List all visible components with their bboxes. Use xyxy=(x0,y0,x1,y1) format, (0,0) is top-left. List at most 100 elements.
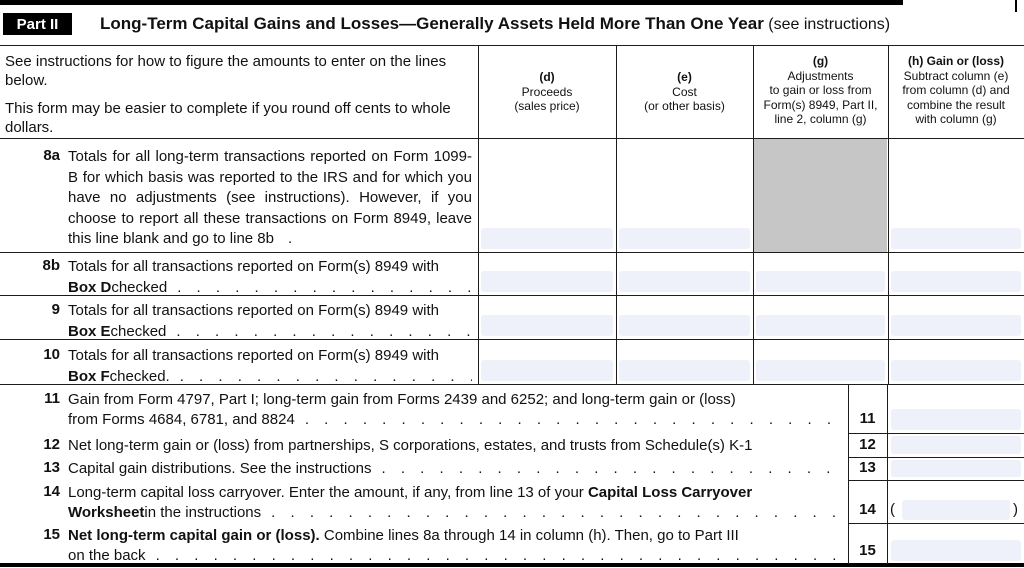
table-border xyxy=(0,339,1024,340)
column-d-line: Proceeds xyxy=(521,84,573,99)
part-ii-badge: Part II xyxy=(3,13,72,35)
row-13-text: Capital gain distributions. See the inst… xyxy=(68,460,372,477)
column-e-line: Cost xyxy=(672,84,697,99)
input-8a-proceeds[interactable] xyxy=(481,228,613,249)
row-8a-description: Totals for all long-term transactions re… xyxy=(68,147,472,250)
loss-paren-open: ( xyxy=(890,501,895,518)
row-14-post: in the instructions xyxy=(144,504,262,521)
row-11-line1: Gain from Form 4797, Part I; long-term g… xyxy=(68,391,736,408)
input-9-adjustments[interactable] xyxy=(756,315,885,336)
row-11-description: Gain from Form 4797, Part I; long-term g… xyxy=(68,390,840,430)
dot-leader: . . . . . . . . . . . . . . . . . . . . … xyxy=(271,504,840,521)
column-e-tag: (e) xyxy=(677,70,692,84)
input-10-adjustments[interactable] xyxy=(756,360,885,381)
table-border xyxy=(848,457,1024,458)
input-15-amount[interactable] xyxy=(891,540,1021,561)
row-9-line1: Totals for all transactions reported on … xyxy=(68,302,439,319)
input-8a-cost[interactable] xyxy=(619,228,750,249)
blocked-cell-8a-adjustments xyxy=(754,139,887,252)
row-9-box-label: Box E xyxy=(68,322,111,340)
dot-leader: . . . . . . . . . . . . . . . . . . . . … xyxy=(304,411,840,428)
section-title-text: Long-Term Capital Gains and Losses—Gener… xyxy=(100,14,764,33)
column-header-g: (g) Adjustments to gain or loss from For… xyxy=(754,54,887,127)
row-9-number: 9 xyxy=(51,301,60,318)
line-number-box-15: 15 xyxy=(859,542,876,559)
input-13-amount[interactable] xyxy=(891,460,1021,477)
row-15-number: 15 xyxy=(43,526,60,543)
table-border xyxy=(848,523,1024,524)
input-11-amount[interactable] xyxy=(891,409,1021,430)
row-15-bold: Net long-term capital gain or (loss). xyxy=(68,527,320,544)
dot-leader: . . . . . . . . . . . . . . . . . . . . … xyxy=(179,367,472,385)
bottom-rule xyxy=(0,563,1024,567)
column-d-line: (sales price) xyxy=(514,99,580,113)
input-8b-gain[interactable] xyxy=(891,271,1021,292)
row-12-number: 12 xyxy=(43,436,60,453)
row-8b-line1: Totals for all transactions reported on … xyxy=(68,258,439,275)
table-border xyxy=(0,138,1024,139)
row-8a-number: 8a xyxy=(43,147,60,164)
header-instructions: See instructions for how to figure the a… xyxy=(5,52,471,137)
header-instructions-p1: See instructions for how to figure the a… xyxy=(5,53,447,89)
line-number-box-12: 12 xyxy=(859,436,876,453)
table-border xyxy=(848,480,1024,481)
row-10-box-label: Box F xyxy=(68,367,110,385)
row-9-after: checked xyxy=(110,322,167,340)
line-number-box-14: 14 xyxy=(859,501,876,518)
column-g-tag: (g) xyxy=(812,54,829,68)
row-14-description: Long-term capital loss carryover. Enter … xyxy=(68,483,840,523)
table-border xyxy=(478,45,479,385)
input-8a-gain[interactable] xyxy=(891,228,1021,249)
input-8b-proceeds[interactable] xyxy=(481,271,613,292)
column-header-e: (e) Cost (or other basis) xyxy=(617,70,752,114)
table-border xyxy=(0,45,1024,46)
input-9-gain[interactable] xyxy=(891,315,1021,336)
row-12-description: Net long-term gain or (loss) from partne… xyxy=(68,437,753,454)
row-8b-number: 8b xyxy=(42,257,60,274)
row-8a-tail-dot: . xyxy=(287,230,293,247)
row-9-description: Totals for all transactions reported on … xyxy=(68,301,472,342)
column-header-h: (h) Gain or (loss) Subtract column (e) f… xyxy=(889,54,1023,127)
input-12-amount[interactable] xyxy=(891,436,1021,454)
row-14-line1: Long-term capital loss carryover. Enter … xyxy=(68,483,840,503)
part-label: Part II xyxy=(16,15,59,33)
row-14-bold1: Capital Loss Carryover xyxy=(587,484,753,501)
input-9-proceeds[interactable] xyxy=(481,315,613,336)
input-9-cost[interactable] xyxy=(619,315,750,336)
table-border xyxy=(848,433,1024,434)
column-d-tag: (d) xyxy=(539,70,555,84)
column-h-line: Subtract column (e) xyxy=(903,68,1009,83)
row-14-pre: Long-term capital loss carryover. Enter … xyxy=(68,484,588,501)
input-10-proceeds[interactable] xyxy=(481,360,613,381)
column-header-d: (d) Proceeds (sales price) xyxy=(479,70,615,114)
column-g-line: line 2, column (g) xyxy=(774,112,867,126)
row-15-line1: Net long-term capital gain or (loss). Co… xyxy=(68,526,840,546)
section-title: Long-Term Capital Gains and Losses—Gener… xyxy=(100,14,890,34)
row-15-post: Combine lines 8a through 14 in column (h… xyxy=(319,527,739,544)
column-h-line: combine the result xyxy=(906,97,1006,112)
top-rule xyxy=(0,0,903,5)
input-10-cost[interactable] xyxy=(619,360,750,381)
column-g-line: Form(s) 8949, Part II, xyxy=(763,97,878,112)
row-8b-description: Totals for all transactions reported on … xyxy=(68,257,472,298)
table-border xyxy=(616,45,617,385)
input-14-amount[interactable] xyxy=(902,500,1010,520)
dot-leader: . . . . . . . . . . . . . . . . . . . . … xyxy=(177,278,472,296)
row-13-description: Capital gain distributions. See the inst… xyxy=(68,459,840,479)
top-rule-tick xyxy=(1015,0,1017,12)
row-8b-box-label: Box D xyxy=(68,278,112,296)
line-number-box-13: 13 xyxy=(859,459,876,476)
input-8b-cost[interactable] xyxy=(619,271,750,292)
table-border xyxy=(887,384,888,564)
line-number-box-11: 11 xyxy=(859,410,876,427)
table-border xyxy=(888,45,889,385)
column-e-line: (or other basis) xyxy=(644,99,725,113)
dot-leader: . . . . . . . . . . . . . . . . . . . . … xyxy=(176,322,472,340)
column-h-tag: (h) Gain or (loss) xyxy=(908,54,1004,68)
input-8b-adjustments[interactable] xyxy=(756,271,885,292)
row-10-line1: Totals for all transactions reported on … xyxy=(68,347,439,364)
input-10-gain[interactable] xyxy=(891,360,1021,381)
row-11-number: 11 xyxy=(44,390,60,407)
row-8b-after: checked xyxy=(111,278,168,296)
